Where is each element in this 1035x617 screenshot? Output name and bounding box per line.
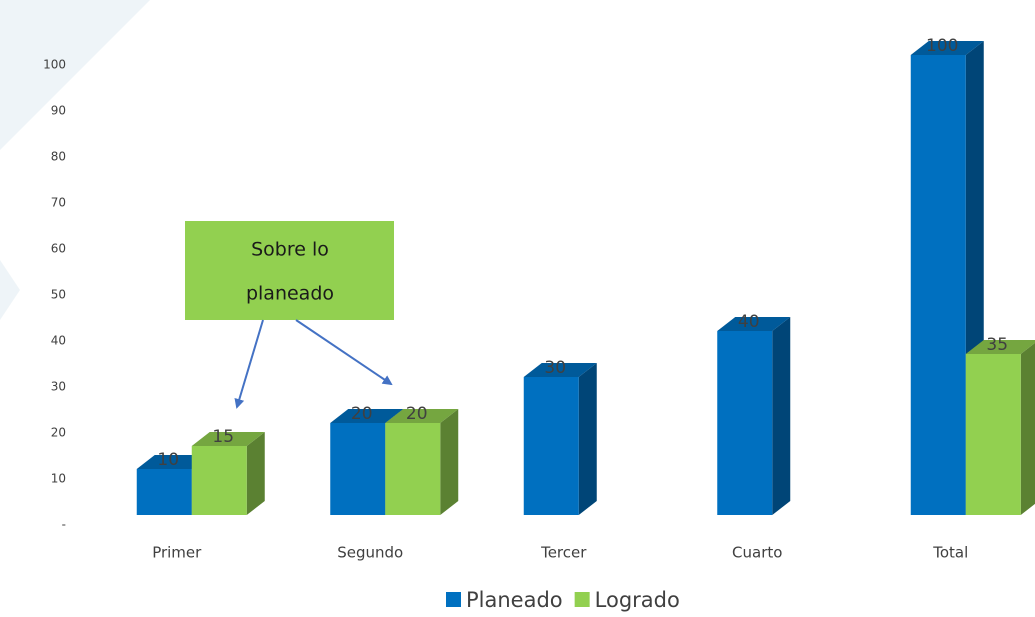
bar [330,423,386,515]
bar-top [330,409,404,423]
bar-top [136,455,210,469]
bar [191,446,247,515]
bar-side [1020,342,1035,515]
y-tick-label: - [62,518,66,532]
bar-top [523,363,597,377]
data-label: 30 [544,358,566,378]
background-shape [0,260,20,320]
y-tick-label: 40 [51,334,66,348]
bar [136,469,192,515]
data-label: 40 [738,312,760,332]
x-tick-label: Tercer [540,544,587,562]
bar [965,354,1021,515]
bar-top [965,340,1035,354]
x-tick-label: Segundo [337,544,403,562]
y-tick-label: 50 [51,288,66,302]
bar-side [246,432,265,515]
y-tick-label: 70 [51,196,66,210]
y-tick-label: 90 [51,104,66,118]
data-label: 20 [351,404,373,424]
legend-swatch [574,592,590,607]
data-label: 15 [212,427,234,447]
bar [523,377,579,515]
bar [717,331,773,515]
bar [910,55,966,515]
callout-text: Sobre lo [251,239,329,261]
bar-side [772,317,791,515]
y-tick-label: 60 [51,242,66,256]
x-tick-label: Cuarto [732,544,782,562]
y-tick-label: 100 [43,58,66,72]
background-shape [0,0,150,150]
data-label: 20 [406,404,428,424]
callout-box [185,221,394,320]
bar-top [191,432,265,446]
y-tick-label: 30 [51,380,66,394]
data-label: 10 [157,450,179,470]
legend-label: Planeado [466,588,563,612]
bar-top [385,409,459,423]
bar-top [717,317,791,331]
legend-swatch [446,592,461,607]
callout-arrow [295,319,393,386]
y-tick-label: 10 [51,472,66,486]
bar [385,423,441,515]
data-label: 35 [986,335,1008,355]
bar-side [440,409,459,515]
x-tick-label: Total [932,544,968,562]
y-tick-label: 20 [51,426,66,440]
bar-side [578,363,597,515]
legend-label: Logrado [595,588,680,612]
x-tick-label: Primer [152,544,202,562]
callout-arrow [234,319,264,409]
y-tick-label: 80 [51,150,66,164]
callout-text: planeado [246,283,334,305]
bar-top [910,41,984,55]
data-label: 100 [926,36,958,56]
